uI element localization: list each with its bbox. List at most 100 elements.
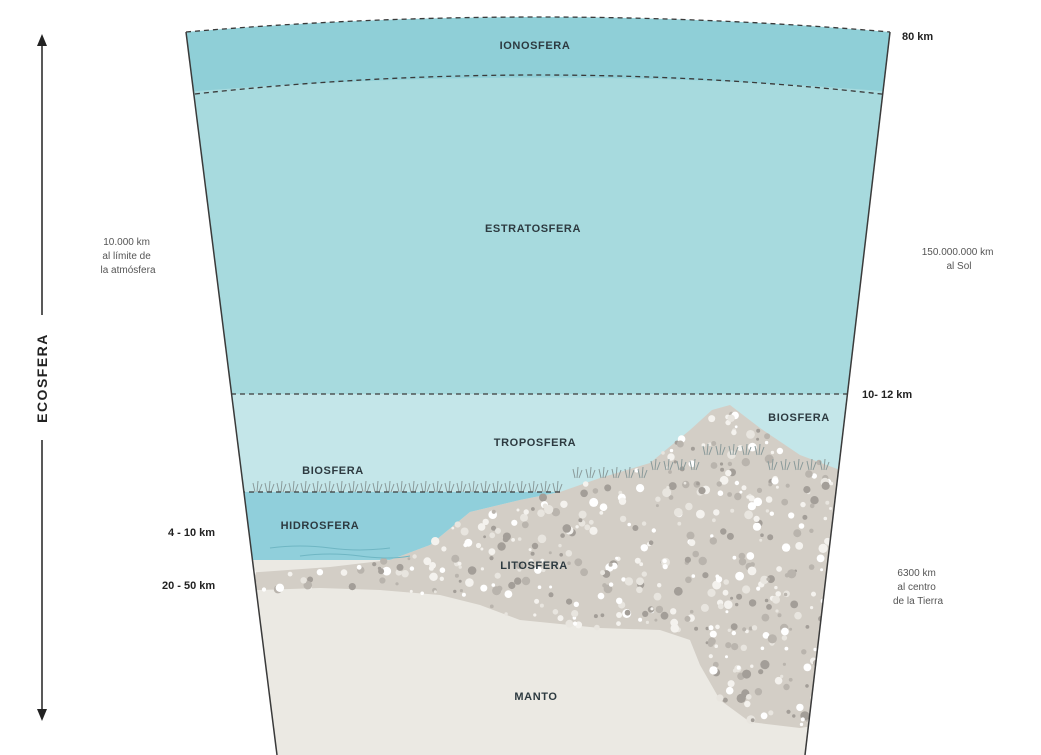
pebble <box>764 440 769 445</box>
wedge-right-edge <box>804 31 891 755</box>
grass-tuft <box>611 466 622 479</box>
pebble <box>431 537 440 546</box>
pebble <box>667 453 675 461</box>
grass-tuft <box>336 480 347 493</box>
pebble <box>636 586 643 594</box>
pebble <box>489 532 496 539</box>
pebble <box>521 521 529 529</box>
pebble <box>805 470 813 478</box>
pebble <box>454 573 459 578</box>
pebble <box>821 659 831 668</box>
grass-tuft <box>276 480 287 493</box>
pebble <box>600 613 605 618</box>
grass-tuft <box>396 480 407 493</box>
pebble <box>768 482 773 487</box>
grass-tuft <box>676 458 687 471</box>
pebble <box>691 574 696 578</box>
pebble <box>775 485 779 489</box>
pebble <box>758 669 764 675</box>
pebble <box>420 591 425 596</box>
pebble <box>834 713 843 722</box>
pebble <box>523 509 529 515</box>
pebble <box>565 619 574 628</box>
pebble <box>521 576 531 586</box>
pebble <box>748 626 753 631</box>
pebble <box>785 483 790 488</box>
pebble <box>730 508 735 513</box>
pebble <box>686 531 695 540</box>
manto-label: MANTO <box>514 691 557 703</box>
pebble <box>409 589 413 593</box>
pebble <box>752 522 762 531</box>
pebble <box>514 577 522 585</box>
pebble <box>753 497 763 507</box>
pebble <box>655 605 664 614</box>
pebble <box>711 441 717 446</box>
pebble <box>800 501 806 508</box>
pebble <box>639 562 644 567</box>
pebble <box>725 655 728 659</box>
pebble <box>769 511 774 516</box>
pebble <box>836 706 847 716</box>
pebble <box>650 607 654 611</box>
grass-tuft <box>819 458 830 471</box>
wave-line <box>299 553 411 559</box>
pebble <box>261 587 267 592</box>
pebble <box>395 582 399 586</box>
pebble <box>816 554 825 563</box>
pebble <box>616 621 621 626</box>
pebble <box>372 562 377 567</box>
pebble <box>458 565 462 569</box>
pebble <box>781 627 789 636</box>
pebble <box>771 477 779 485</box>
pebble <box>775 609 779 613</box>
grass-tuft <box>702 443 713 456</box>
pebble <box>409 566 415 571</box>
pebble <box>756 586 761 591</box>
pebble <box>709 537 717 545</box>
pebble <box>690 446 695 451</box>
pebble <box>439 576 444 581</box>
pebble <box>458 579 462 583</box>
grass-tuft <box>264 480 275 493</box>
pebble <box>696 509 705 519</box>
pebble <box>744 700 751 708</box>
grass-tuft <box>528 480 539 493</box>
grass-tuft <box>650 458 661 471</box>
pebble <box>688 539 696 547</box>
ecosfera-arrow-down <box>37 709 47 721</box>
pebble <box>800 717 805 722</box>
pebble <box>668 495 674 500</box>
grass-tuft <box>444 480 455 493</box>
pebble <box>300 577 307 584</box>
pebble <box>715 576 723 583</box>
pebble <box>453 589 457 594</box>
pebble <box>813 647 817 652</box>
pebble <box>592 488 599 494</box>
pebble <box>811 473 817 479</box>
grass-tuft <box>715 443 726 456</box>
pebble <box>461 592 466 597</box>
pebble <box>669 448 674 453</box>
pebble <box>454 521 461 528</box>
pebble <box>638 617 643 622</box>
grass-tuft <box>300 480 311 493</box>
pebble <box>465 578 474 587</box>
pebble <box>774 585 778 590</box>
pebble <box>451 554 460 563</box>
pebble <box>632 525 639 531</box>
pebble <box>759 538 763 542</box>
pebble <box>589 497 599 507</box>
pebble <box>723 579 729 585</box>
pebble <box>739 490 743 494</box>
pebble <box>774 676 783 685</box>
pebble <box>602 583 607 588</box>
pebble <box>725 610 729 614</box>
pebble <box>787 569 797 579</box>
pebble <box>707 588 716 598</box>
pebble <box>661 451 665 455</box>
pebble <box>827 579 835 587</box>
pebble <box>575 525 579 529</box>
pebble <box>710 462 718 469</box>
